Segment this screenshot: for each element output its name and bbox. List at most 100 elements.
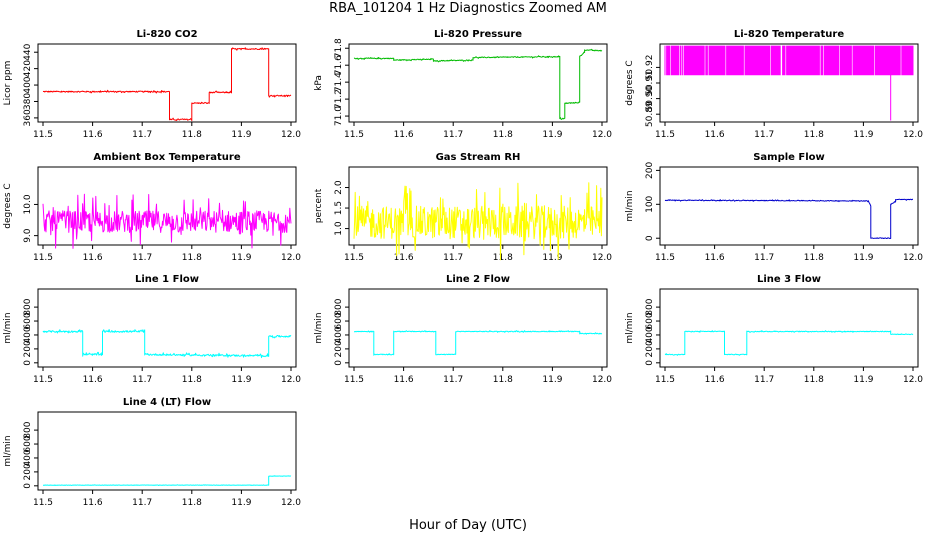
x-tick-label: 11.7 <box>132 253 152 263</box>
x-tick-label: 11.5 <box>344 130 364 140</box>
x-tick-label: 12.0 <box>592 253 612 263</box>
x-tick-label: 11.9 <box>231 130 251 140</box>
plot-frame <box>37 411 297 491</box>
y-tick-label: 400 <box>23 326 33 343</box>
panel-title: Line 1 Flow <box>135 274 199 285</box>
y-axis-label: ml/min <box>314 312 324 343</box>
plot-frame <box>659 288 919 368</box>
y-tick-label: 420 <box>23 60 33 77</box>
plot-frame <box>348 166 608 246</box>
x-tick-label: 11.8 <box>182 130 202 140</box>
y-axis-label: ml/min <box>625 312 635 343</box>
x-tick-label: 11.7 <box>443 375 463 385</box>
y-axis-label: kPa <box>314 75 324 91</box>
y-tick-label: 400 <box>334 326 344 343</box>
y-tick-label: 10.0 <box>23 194 33 214</box>
y-tick-label: 9.0 <box>23 228 33 243</box>
panel-title: Line 2 Flow <box>446 274 510 285</box>
y-tick-label: 50.92 <box>645 55 655 81</box>
x-tick-label: 11.5 <box>344 375 364 385</box>
y-tick-label: 360 <box>23 109 33 126</box>
x-tick-label: 11.8 <box>804 253 824 263</box>
x-tick-label: 11.8 <box>182 375 202 385</box>
x-tick-label: 11.9 <box>853 130 873 140</box>
x-tick-label: 11.7 <box>754 375 774 385</box>
y-tick-label: 100 <box>645 195 655 212</box>
x-tick-label: 12.0 <box>903 375 923 385</box>
chart-panel-7: Line 1 Flow 11.5 11.6 11.7 11.8 11.9 12.0 0 2004… <box>3 274 301 385</box>
series-line <box>664 45 914 121</box>
plot-frame <box>37 166 297 246</box>
x-tick-label: 11.8 <box>804 375 824 385</box>
figure-title: RBA_101204 1 Hz Diagnostics Zoomed AM <box>329 1 607 16</box>
y-tick-label: 200 <box>334 340 344 357</box>
y-axis-label: percent <box>314 188 324 223</box>
chart-panel-6: Sample Flow 11.5 11.6 11.7 11.8 11.9 12.0 0 100 2… <box>625 152 923 263</box>
x-tick-label: 11.6 <box>394 130 414 140</box>
y-tick-label: 200 <box>23 340 33 357</box>
panel-title: Gas Stream RH <box>436 152 521 163</box>
x-tick-label: 11.6 <box>394 253 414 263</box>
y-tick-label: 1.5 <box>334 201 344 215</box>
x-tick-label: 11.7 <box>754 130 774 140</box>
x-tick-label: 12.0 <box>592 130 612 140</box>
series-line <box>353 48 603 120</box>
panel-title: Ambient Box Temperature <box>93 152 240 163</box>
chart-panel-5: Gas Stream RH 11.5 11.6 11.7 11.8 11.9 12.0 1.0… <box>314 152 612 263</box>
y-tick-label: 0 <box>23 483 33 489</box>
y-axis-label: ml/min <box>3 435 13 466</box>
y-tick-label: 50.91 <box>645 70 655 96</box>
x-tick-label: 11.9 <box>231 375 251 385</box>
x-tick-label: 11.9 <box>542 253 562 263</box>
y-tick-label: 440 <box>23 43 33 60</box>
y-axis-label: ml/min <box>625 190 635 221</box>
series-line <box>354 330 603 356</box>
y-tick-label: 800 <box>23 421 33 438</box>
plot-frame <box>37 288 297 368</box>
x-tick-label: 12.0 <box>903 253 923 263</box>
chart-panel-8: Line 2 Flow 11.5 11.6 11.7 11.8 11.9 12.0 0 2004… <box>314 274 612 385</box>
x-tick-label: 11.9 <box>231 498 251 508</box>
y-tick-label: 400 <box>23 449 33 466</box>
x-tick-label: 11.6 <box>705 253 725 263</box>
plot-frame <box>37 43 297 123</box>
x-tick-label: 11.7 <box>443 253 463 263</box>
y-tick-label: 50.90 <box>645 85 655 111</box>
x-tick-label: 11.9 <box>231 253 251 263</box>
y-tick-label: 1.0 <box>334 221 344 236</box>
y-tick-label: 0 <box>334 360 344 366</box>
x-tick-label: 12.0 <box>281 375 301 385</box>
x-tick-label: 11.9 <box>542 375 562 385</box>
x-tick-label: 11.7 <box>132 130 152 140</box>
series-line <box>42 329 292 359</box>
x-tick-label: 11.8 <box>182 498 202 508</box>
series-line <box>42 47 292 122</box>
series-line <box>42 193 292 249</box>
x-tick-label: 11.9 <box>853 375 873 385</box>
x-tick-label: 11.7 <box>443 130 463 140</box>
x-axis-label: Hour of Day (UTC) <box>409 518 527 533</box>
x-tick-label: 12.0 <box>281 130 301 140</box>
x-tick-label: 11.9 <box>542 130 562 140</box>
x-tick-label: 11.8 <box>493 130 513 140</box>
y-tick-label: 71.8 <box>334 38 344 58</box>
chart-panel-1: Li-820 CO2 11.5 11.6 11.7 11.8 11.9 12.0 360380… <box>3 29 301 140</box>
y-tick-label: 600 <box>645 312 655 329</box>
panel-title: Li-820 CO2 <box>136 29 197 40</box>
x-tick-label: 11.7 <box>132 498 152 508</box>
plot-frame <box>348 288 608 368</box>
panel-title: Sample Flow <box>753 152 825 163</box>
x-tick-label: 11.7 <box>754 253 774 263</box>
x-tick-label: 11.9 <box>853 253 873 263</box>
x-tick-label: 11.6 <box>83 375 103 385</box>
y-tick-label: 71.0 <box>334 106 344 126</box>
x-tick-label: 11.8 <box>804 130 824 140</box>
y-axis-label: degrees C <box>625 60 635 105</box>
x-tick-label: 11.5 <box>655 130 675 140</box>
x-tick-label: 12.0 <box>903 130 923 140</box>
x-tick-label: 11.6 <box>705 375 725 385</box>
y-tick-label: 71.4 <box>334 72 344 92</box>
series-line <box>353 182 603 261</box>
plot-frame <box>348 43 608 123</box>
